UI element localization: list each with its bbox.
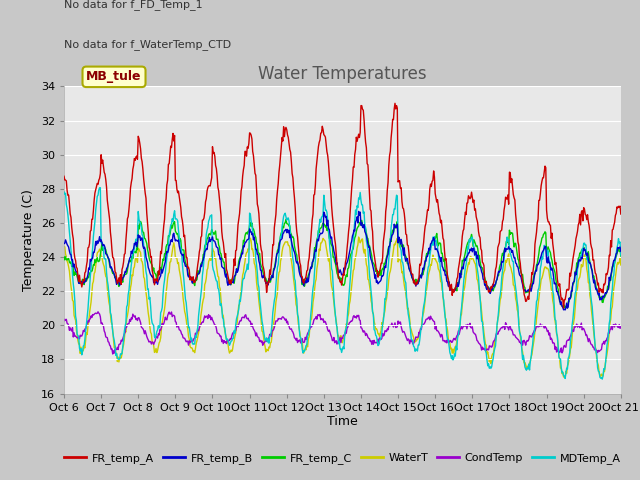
Text: MB_tule: MB_tule	[86, 71, 142, 84]
WaterT	[568, 344, 575, 350]
CondTemp	[109, 351, 116, 357]
Line: FR_temp_B: FR_temp_B	[64, 211, 621, 310]
MDTemp_A	[598, 376, 606, 382]
FR_temp_A	[334, 267, 342, 273]
FR_temp_A	[206, 183, 214, 189]
FR_temp_A	[391, 100, 399, 106]
MDTemp_A	[97, 185, 104, 191]
CondTemp	[60, 318, 68, 324]
Legend: FR_temp_A, FR_temp_B, FR_temp_C, WaterT, CondTemp, MDTemp_A: FR_temp_A, FR_temp_B, FR_temp_C, WaterT,…	[60, 448, 625, 468]
FR_temp_B	[355, 208, 362, 214]
FR_temp_A	[388, 127, 396, 132]
FR_temp_A	[444, 275, 451, 280]
FR_temp_B	[206, 239, 214, 244]
FR_temp_C	[182, 262, 190, 267]
WaterT	[60, 244, 68, 250]
FR_temp_B	[568, 288, 575, 294]
MDTemp_A	[566, 337, 574, 343]
WaterT	[389, 253, 397, 259]
FR_temp_A	[617, 211, 625, 217]
CondTemp	[335, 339, 343, 345]
MDTemp_A	[617, 252, 625, 258]
FR_temp_C	[389, 227, 397, 233]
CondTemp	[208, 314, 216, 320]
FR_temp_C	[60, 254, 68, 260]
FR_temp_B	[444, 279, 451, 285]
Line: CondTemp: CondTemp	[64, 312, 621, 354]
FR_temp_C	[560, 305, 568, 311]
FR_temp_B	[60, 241, 68, 247]
Text: No data for f_WaterTemp_CTD: No data for f_WaterTemp_CTD	[64, 38, 231, 49]
WaterT	[617, 262, 625, 268]
CondTemp	[390, 324, 397, 330]
CondTemp	[445, 338, 452, 344]
CondTemp	[184, 338, 191, 344]
Line: FR_temp_A: FR_temp_A	[64, 103, 621, 308]
WaterT	[182, 317, 190, 323]
FR_temp_B	[389, 232, 397, 238]
Line: MDTemp_A: MDTemp_A	[64, 188, 621, 379]
WaterT	[206, 254, 214, 260]
CondTemp	[94, 309, 102, 315]
MDTemp_A	[60, 189, 68, 195]
Title: Water Temperatures: Water Temperatures	[258, 65, 427, 84]
FR_temp_B	[561, 307, 569, 313]
MDTemp_A	[389, 212, 397, 217]
FR_temp_C	[568, 293, 575, 299]
Line: FR_temp_C: FR_temp_C	[64, 219, 621, 308]
Y-axis label: Temperature (C): Temperature (C)	[22, 189, 35, 291]
FR_temp_B	[617, 249, 625, 254]
Line: WaterT: WaterT	[64, 237, 621, 377]
FR_temp_C	[282, 216, 290, 222]
MDTemp_A	[444, 337, 451, 343]
MDTemp_A	[207, 213, 215, 218]
WaterT	[355, 234, 362, 240]
FR_temp_C	[444, 273, 451, 279]
FR_temp_C	[206, 232, 214, 238]
X-axis label: Time: Time	[327, 415, 358, 429]
MDTemp_A	[335, 341, 342, 347]
WaterT	[561, 374, 569, 380]
FR_temp_B	[334, 265, 342, 271]
FR_temp_A	[182, 254, 190, 260]
CondTemp	[568, 331, 575, 337]
FR_temp_A	[60, 173, 68, 179]
FR_temp_C	[335, 276, 342, 281]
CondTemp	[617, 324, 625, 330]
MDTemp_A	[183, 309, 191, 314]
WaterT	[444, 328, 451, 334]
WaterT	[334, 333, 342, 338]
FR_temp_A	[560, 305, 568, 311]
FR_temp_B	[182, 264, 190, 269]
FR_temp_A	[568, 268, 575, 274]
Text: No data for f_FD_Temp_1: No data for f_FD_Temp_1	[64, 0, 203, 10]
FR_temp_C	[617, 253, 625, 259]
